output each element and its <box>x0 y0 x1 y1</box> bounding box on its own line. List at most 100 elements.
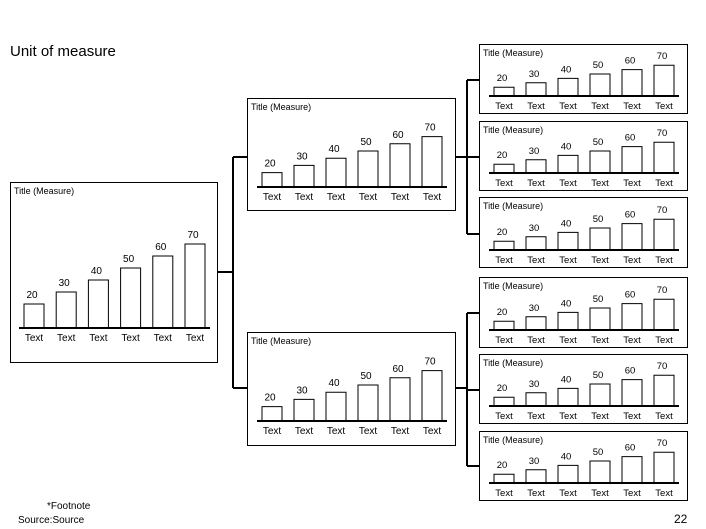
category-label: Text <box>391 426 410 437</box>
data-label: 60 <box>625 133 636 144</box>
category-label: Text <box>655 255 673 266</box>
bar <box>557 464 579 483</box>
bar <box>493 320 515 330</box>
data-label: 50 <box>360 137 372 148</box>
bar <box>525 316 547 330</box>
unit-of-measure: Unit of measure <box>10 43 116 60</box>
data-label: 60 <box>392 364 404 375</box>
bar <box>653 298 675 330</box>
bar <box>421 370 443 421</box>
data-label: 20 <box>26 290 38 301</box>
data-label: 70 <box>657 438 668 449</box>
data-label: 30 <box>296 385 308 396</box>
bar <box>621 456 643 483</box>
data-label: 60 <box>625 443 636 454</box>
data-label: 70 <box>657 361 668 372</box>
data-label: 40 <box>328 144 340 155</box>
category-label: Text <box>655 488 673 499</box>
category-label: Text <box>591 178 609 189</box>
data-label: 70 <box>424 357 436 368</box>
category-label: Text <box>359 426 378 437</box>
bar <box>293 164 315 187</box>
data-label: 50 <box>593 447 604 458</box>
data-label: 40 <box>561 141 572 152</box>
category-label: Text <box>121 333 140 344</box>
bar <box>589 150 611 173</box>
category-label: Text <box>527 255 545 266</box>
category-label: Text <box>559 255 577 266</box>
bar <box>653 218 675 250</box>
chart-leaf-4: Title (Measure) 20 Text 30 Text 40 Text 50 Text 6… <box>479 277 688 348</box>
bar <box>23 303 45 328</box>
source-note: Source:Source <box>18 515 85 526</box>
category-label: Text <box>623 101 641 112</box>
bar <box>261 172 283 187</box>
bar <box>325 391 347 421</box>
chart-title: Title (Measure) <box>483 48 543 58</box>
bar <box>525 392 547 406</box>
data-label: 40 <box>561 64 572 75</box>
bar <box>621 379 643 406</box>
bar <box>525 469 547 483</box>
bar <box>621 69 643 96</box>
bar <box>357 384 379 421</box>
chart-frame <box>479 277 688 348</box>
page-number: 22 <box>674 512 688 526</box>
chart-title: Title (Measure) <box>14 186 74 196</box>
category-label: Text <box>327 426 346 437</box>
bar <box>389 143 411 187</box>
bar <box>557 387 579 406</box>
data-label: 20 <box>497 460 508 471</box>
bar <box>389 377 411 421</box>
bar <box>493 86 515 96</box>
bar <box>621 303 643 330</box>
bar <box>261 406 283 421</box>
category-label: Text <box>527 178 545 189</box>
chart-root: Title (Measure) 20 Text 30 Text 40 Text 50 Text 6… <box>10 182 218 363</box>
data-label: 50 <box>593 294 604 305</box>
category-label: Text <box>495 101 513 112</box>
category-label: Text <box>423 426 442 437</box>
chart-leaf-6: Title (Measure) 20 Text 30 Text 40 Text 50 Text 6… <box>479 431 688 501</box>
chart-frame <box>479 431 688 501</box>
category-label: Text <box>295 192 314 203</box>
chart-frame <box>247 98 456 211</box>
category-label: Text <box>527 411 545 422</box>
bar <box>589 383 611 406</box>
bar <box>589 73 611 96</box>
data-label: 30 <box>529 223 540 234</box>
data-label: 60 <box>625 210 636 221</box>
data-label: 70 <box>187 230 199 241</box>
bar <box>621 146 643 173</box>
bar <box>152 255 174 328</box>
category-label: Text <box>327 192 346 203</box>
bar <box>557 311 579 330</box>
chart-leaf-3: Title (Measure) 20 Text 30 Text 40 Text 50 Text 6… <box>479 197 688 268</box>
data-label: 30 <box>529 146 540 157</box>
data-label: 40 <box>328 378 340 389</box>
data-label: 60 <box>392 130 404 141</box>
bar <box>493 163 515 173</box>
category-label: Text <box>655 411 673 422</box>
chart-frame <box>10 182 218 363</box>
chart-leaf-1: Title (Measure) 20 Text 30 Text 40 Text 50 Text 6… <box>479 44 688 114</box>
chart-title: Title (Measure) <box>483 281 543 291</box>
category-label: Text <box>527 101 545 112</box>
category-label: Text <box>495 335 513 346</box>
bar <box>557 154 579 173</box>
category-label: Text <box>623 488 641 499</box>
chart-frame <box>479 197 688 268</box>
bar <box>357 150 379 187</box>
data-label: 20 <box>497 307 508 318</box>
category-label: Text <box>391 192 410 203</box>
category-label: Text <box>495 411 513 422</box>
category-label: Text <box>559 411 577 422</box>
data-label: 30 <box>529 456 540 467</box>
chart-title: Title (Measure) <box>483 125 543 135</box>
category-label: Text <box>623 335 641 346</box>
chart-frame <box>247 332 456 446</box>
category-label: Text <box>423 192 442 203</box>
category-label: Text <box>263 426 282 437</box>
footnote: *Footnote <box>47 501 91 512</box>
data-label: 20 <box>264 393 276 404</box>
